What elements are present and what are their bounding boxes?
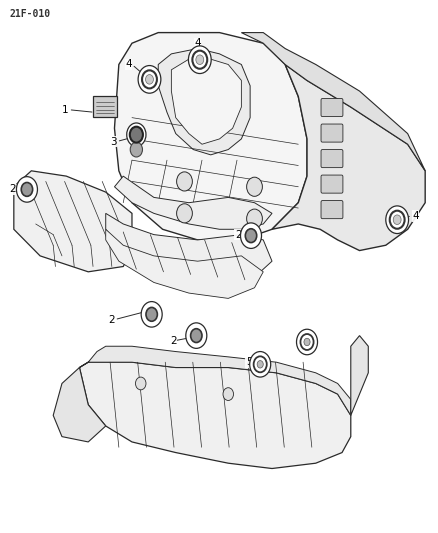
- Circle shape: [300, 334, 313, 350]
- Circle shape: [223, 387, 233, 400]
- Circle shape: [246, 209, 262, 228]
- Circle shape: [192, 51, 207, 69]
- Circle shape: [249, 352, 270, 377]
- Circle shape: [188, 328, 201, 344]
- FancyBboxPatch shape: [320, 124, 342, 142]
- FancyBboxPatch shape: [320, 175, 342, 193]
- Text: 21F-010: 21F-010: [10, 9, 50, 19]
- Polygon shape: [14, 171, 132, 272]
- Circle shape: [142, 70, 156, 88]
- Circle shape: [21, 182, 32, 196]
- Text: 2: 2: [170, 336, 177, 346]
- Text: 5: 5: [245, 357, 252, 367]
- Circle shape: [296, 329, 317, 355]
- Polygon shape: [106, 213, 272, 282]
- Circle shape: [389, 211, 404, 229]
- Polygon shape: [272, 64, 424, 251]
- Circle shape: [16, 176, 37, 202]
- Circle shape: [190, 329, 201, 343]
- Text: 2: 2: [9, 184, 16, 195]
- Polygon shape: [79, 362, 350, 469]
- Polygon shape: [114, 33, 306, 240]
- Polygon shape: [53, 368, 106, 442]
- Circle shape: [188, 46, 211, 74]
- Circle shape: [240, 223, 261, 248]
- Text: 4: 4: [125, 60, 132, 69]
- Polygon shape: [79, 346, 350, 415]
- Circle shape: [385, 206, 408, 233]
- Text: 5: 5: [297, 336, 304, 346]
- Polygon shape: [350, 336, 367, 415]
- FancyBboxPatch shape: [320, 200, 342, 219]
- Circle shape: [176, 172, 192, 191]
- Circle shape: [392, 215, 400, 224]
- Text: 1: 1: [62, 104, 68, 115]
- Circle shape: [303, 338, 309, 346]
- Circle shape: [145, 75, 153, 84]
- FancyBboxPatch shape: [320, 150, 342, 167]
- Circle shape: [130, 142, 142, 157]
- Polygon shape: [241, 33, 424, 171]
- Circle shape: [138, 66, 160, 93]
- Circle shape: [246, 177, 262, 196]
- Circle shape: [245, 229, 256, 243]
- Circle shape: [257, 361, 263, 368]
- Text: 2: 2: [108, 314, 114, 325]
- FancyBboxPatch shape: [320, 99, 342, 117]
- Text: 2: 2: [234, 230, 241, 240]
- FancyBboxPatch shape: [93, 96, 117, 117]
- Circle shape: [141, 302, 162, 327]
- Circle shape: [127, 123, 146, 147]
- Text: 4: 4: [411, 211, 418, 221]
- Circle shape: [130, 127, 143, 143]
- Polygon shape: [114, 176, 272, 229]
- Polygon shape: [106, 229, 263, 298]
- Text: 4: 4: [194, 38, 201, 48]
- Circle shape: [176, 204, 192, 223]
- Text: 3: 3: [110, 136, 117, 147]
- Polygon shape: [171, 59, 241, 144]
- Polygon shape: [158, 49, 250, 155]
- Circle shape: [146, 308, 157, 321]
- Circle shape: [135, 377, 146, 390]
- Circle shape: [185, 323, 206, 349]
- Circle shape: [195, 55, 203, 64]
- Circle shape: [253, 357, 266, 372]
